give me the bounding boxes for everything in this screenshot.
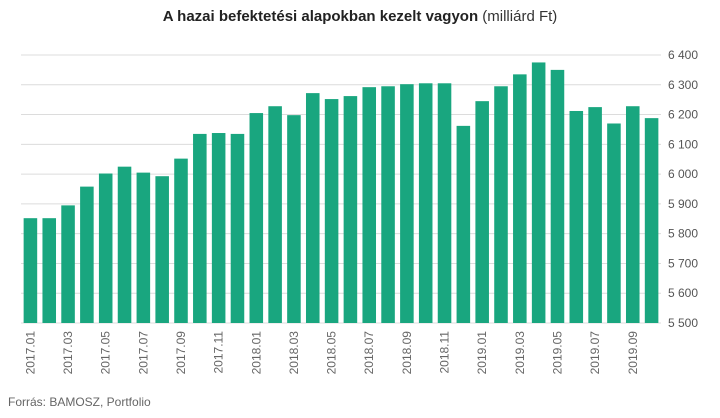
bar [644,118,659,323]
bar-series [23,62,659,324]
bar [513,74,527,323]
x-tick-label: 2017.01 [23,331,37,375]
x-axis-ticks: 2017.01 2017.03 2017.05 2017.07 2017.09 2017.… [23,331,639,375]
x-tick-label: 2017.09 [174,331,188,375]
bar [625,106,640,324]
x-tick-label: 2019.05 [550,331,564,375]
y-tick-label: 6 300 [668,78,698,92]
gridlines [21,54,661,324]
bar [117,166,132,323]
bar [193,133,207,323]
bar [305,93,320,323]
x-tick-label: 2017.03 [61,331,75,375]
source-note: Forrás: BAMOSZ, Portfolio [8,395,151,409]
bar [249,113,264,323]
bar [531,62,546,323]
x-tick-label: 2018.07 [362,331,376,375]
x-tick-label: 2018.11 [438,331,452,374]
y-tick-label: 6 000 [668,167,698,181]
x-tick-label: 2017.07 [136,331,150,375]
bar [400,84,414,323]
bar [80,186,94,323]
bar [42,218,57,323]
y-tick-label: 5 600 [668,286,698,300]
y-tick-label: 5 800 [668,227,698,241]
bar [287,115,301,323]
bar [136,172,151,323]
x-tick-label: 2019.01 [475,331,489,375]
x-tick-label: 2017.05 [99,331,113,375]
x-tick-label: 2019.09 [626,331,640,375]
bar [494,86,508,324]
y-tick-label: 5 700 [668,256,698,270]
bar [607,123,621,323]
y-tick-label: 6 400 [668,48,698,62]
bar [23,218,38,323]
bar [456,125,471,323]
bar [98,173,113,323]
y-tick-label: 5 500 [668,316,698,330]
bar [437,83,452,324]
bar [418,83,433,324]
y-tick-label: 6 200 [668,108,698,122]
bar [475,101,489,324]
bar [155,176,169,323]
chart-title-unit: (milliárd Ft) [482,8,558,25]
chart-title-main: A hazai befektetési alapokban kezelt vag… [162,8,479,25]
chart-title: A hazai befektetési alapokban kezelt vag… [0,8,720,25]
x-tick-label: 2019.03 [513,331,527,375]
bar [362,87,377,323]
y-axis-ticks: 5 500 5 600 5 700 5 800 5 900 6 000 6 100 6 200… [668,48,698,330]
x-tick-label: 2019.07 [588,331,602,375]
x-tick-label: 2018.05 [325,331,339,375]
bar [569,110,584,323]
bar [343,96,358,324]
x-tick-label: 2018.09 [400,331,414,375]
x-tick-label: 2018.01 [249,331,263,375]
x-tick-label: 2018.03 [287,331,301,375]
bar [230,133,245,323]
bar [61,205,75,323]
bar [268,106,282,324]
bar [211,133,226,323]
y-tick-label: 6 100 [668,137,698,151]
bar [381,86,395,324]
bar [174,158,188,323]
bar [588,107,602,323]
y-tick-label: 5 900 [668,197,698,211]
x-tick-label: 2017.11 [212,331,226,374]
bar [550,69,565,323]
bar [324,99,339,324]
